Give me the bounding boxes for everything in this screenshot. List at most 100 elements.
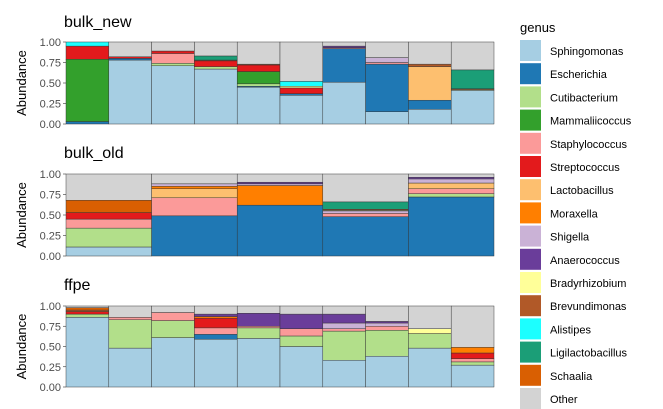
bar-segment-bulk-new-6-bradyrhizobium (279, 86, 324, 89)
y-axis-label-ffpe: Abundance (14, 314, 29, 380)
legend-label-anaerococcus: Anaerococcus (550, 255, 620, 267)
y-tick-label-bulk-new-3: 0.75 (40, 58, 61, 70)
legend-label-other: Other (550, 394, 578, 406)
bar-segment-bulk-new-2-other (108, 41, 152, 57)
bar-segment-ffpe-7-staphylococcus (322, 328, 366, 332)
bar-segment-bulk-new-3-other (151, 41, 195, 52)
bar-segment-ffpe-4-moraxella (194, 316, 238, 319)
bar-segment-ffpe-7-anaerococcus (322, 313, 366, 324)
bar-segment-ffpe-1-cutibacterium (65, 313, 110, 318)
legend-label-alistipes: Alistipes (550, 324, 591, 336)
bar-segment-bulk-new-5-mammaliicoccus (236, 71, 281, 85)
bar-segment-bulk-new-3-cutibacterium (151, 63, 195, 67)
bar-segment-bulk-old-3-escherichia (236, 204, 324, 257)
bar-segment-bulk-old-5-cutibacterium (408, 193, 495, 198)
bar-segment-bulk-old-2-moraxella (151, 186, 238, 189)
panel-title-ffpe: ffpe (64, 277, 91, 294)
bar-segment-ffpe-8-sphingomonas (365, 355, 409, 388)
bar-segment-bulk-new-1-mammaliicoccus (65, 58, 110, 122)
bar-segment-ffpe-3-cutibacterium (151, 320, 195, 338)
legend-swatch-sphingomonas (520, 40, 541, 61)
bar-segment-ffpe-7-other (322, 305, 366, 315)
bar-segment-bulk-new-9-brevundimonas (408, 63, 452, 67)
bar-segment-ffpe-9-bradyrhizobium (408, 328, 452, 334)
bar-segment-ffpe-8-staphylococcus (365, 326, 409, 331)
y-tick-label-bulk-old-4: 1.00 (40, 169, 61, 181)
bar-segment-bulk-old-5-lactobacillus (408, 182, 495, 189)
bar-segment-bulk-new-1-streptococcus (65, 45, 110, 60)
bar-segment-ffpe-1-brevundimonas (65, 309, 110, 312)
bar-segment-ffpe-3-staphylococcus (151, 312, 195, 321)
bar-segment-bulk-new-5-other (236, 41, 281, 65)
y-tick-label-ffpe-3: 0.75 (40, 321, 61, 333)
bar-segment-ffpe-8-anaerococcus (365, 321, 409, 324)
bar-segment-bulk-old-3-shigella (236, 183, 324, 186)
bar-segment-bulk-old-1-schaalia (65, 200, 152, 213)
legend-swatch-anaerococcus (520, 248, 541, 270)
bar-segment-ffpe-9-other (408, 305, 452, 329)
bar-segment-bulk-old-4-staphylococcus (322, 213, 409, 217)
bar-segment-bulk-new-5-cutibacterium (236, 83, 281, 87)
legend-title: genus (520, 20, 556, 35)
bar-segment-ffpe-5-cutibacterium (236, 327, 281, 339)
bar-segment-bulk-new-8-staphylococcus (365, 62, 409, 65)
bar-segment-ffpe-5-other (236, 305, 281, 314)
legend-label-escherichia: Escherichia (550, 69, 608, 81)
bar-segment-bulk-old-1-streptococcus (65, 212, 152, 220)
legend-swatch-shigella (520, 225, 541, 247)
bar-segment-bulk-new-5-sphingomonas (236, 86, 281, 125)
y-tick-label-bulk-old-3: 0.75 (40, 190, 61, 202)
bar-segment-bulk-old-4-ligilactobacillus (322, 201, 409, 210)
bar-segment-bulk-old-5-shigella (408, 178, 495, 184)
bar-segment-bulk-old-4-shigella (322, 210, 409, 214)
bar-segment-ffpe-4-staphylococcus (194, 327, 238, 335)
legend-swatch-cutibacterium (520, 86, 541, 108)
legend-label-cutibacterium: Cutibacterium (550, 92, 618, 104)
legend-label-staphylococcus: Staphylococcus (550, 139, 628, 151)
bar-segment-ffpe-2-cutibacterium (108, 319, 152, 349)
bar-segment-bulk-old-2-shigella (151, 183, 238, 187)
bar-segment-bulk-old-3-moraxella (236, 185, 324, 206)
legend-swatch-lactobacillus (520, 179, 541, 201)
y-tick-label-bulk-new-0: 0.00 (40, 119, 61, 131)
bar-segment-ffpe-4-escherichia (194, 334, 238, 340)
legend-swatch-other (520, 388, 541, 409)
y-axis-label-bulk-old: Abundance (14, 182, 29, 248)
legend-swatch-staphylococcus (520, 132, 541, 154)
bar-segment-bulk-new-3-staphylococcus (151, 53, 195, 64)
bar-segment-bulk-new-10-ligilactobacillus (450, 69, 495, 89)
bar-segment-bulk-new-4-ligilactobacillus (194, 55, 238, 61)
legend-label-shigella: Shigella (550, 232, 590, 244)
bar-segment-bulk-new-10-other (450, 41, 495, 71)
y-tick-label-ffpe-2: 0.50 (40, 342, 61, 354)
bar-segment-bulk-new-2-escherichia (108, 58, 152, 61)
bar-segment-ffpe-4-other (194, 305, 238, 315)
bar-segment-bulk-new-5-streptococcus (236, 64, 281, 72)
bar-segment-ffpe-4-anaerococcus (194, 313, 238, 317)
bar-segment-ffpe-9-sphingomonas (408, 347, 452, 388)
bar-segment-bulk-new-7-other (322, 41, 366, 47)
bar-segment-ffpe-1-sphingomonas (65, 317, 110, 388)
bar-segment-ffpe-10-cutibacterium (450, 361, 495, 366)
bar-segment-ffpe-5-staphylococcus (236, 326, 281, 329)
bar-segment-bulk-new-4-sphingomonas (194, 68, 238, 125)
bar-segment-ffpe-4-streptococcus (194, 317, 238, 329)
bar-segment-bulk-old-4-other (322, 173, 409, 203)
legend-label-ligilactobacillus: Ligilactobacillus (550, 348, 628, 360)
y-tick-label-bulk-old-0: 0.00 (40, 251, 61, 263)
bar-segment-ffpe-7-shigella (322, 322, 366, 329)
y-tick-label-bulk-old-1: 0.25 (40, 231, 61, 243)
bar-segment-bulk-old-5-other (408, 173, 495, 178)
bar-segment-ffpe-2-staphylococcus (108, 317, 152, 320)
y-tick-label-bulk-new-1: 0.25 (40, 99, 61, 111)
bar-segment-bulk-old-5-escherichia (408, 196, 495, 257)
bar-segment-bulk-new-1-alistipes (65, 41, 110, 47)
bar-segment-bulk-new-10-sphingomonas (450, 90, 495, 125)
y-tick-label-bulk-new-4: 1.00 (40, 37, 61, 49)
panel-title-bulk-new: bulk_new (64, 14, 132, 31)
bar-segment-bulk-new-9-lactobacillus (408, 66, 452, 101)
y-tick-label-ffpe-4: 1.00 (40, 301, 61, 313)
legend-swatch-bradyrhizobium (520, 272, 541, 293)
bar-segment-bulk-new-2-sphingomonas (108, 59, 152, 125)
